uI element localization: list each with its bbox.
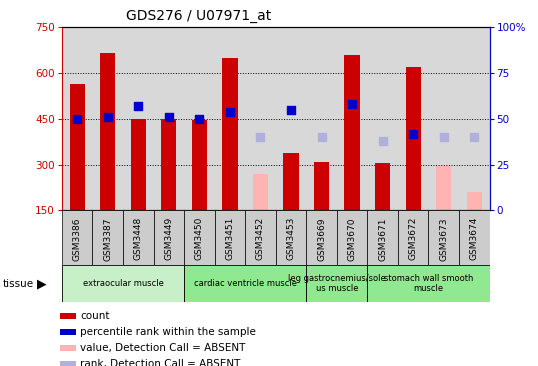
- Text: percentile rank within the sample: percentile rank within the sample: [80, 327, 256, 337]
- Bar: [306, 265, 367, 302]
- Bar: [100, 53, 115, 210]
- Point: [195, 116, 204, 122]
- Bar: [184, 265, 306, 302]
- Text: ▶: ▶: [37, 277, 46, 290]
- Text: GSM3671: GSM3671: [378, 217, 387, 261]
- Point: [317, 134, 326, 140]
- Bar: [60, 313, 76, 320]
- Point: [409, 131, 417, 137]
- Bar: [466, 192, 482, 210]
- Bar: [131, 119, 146, 210]
- Text: count: count: [80, 311, 110, 321]
- Text: GSM3450: GSM3450: [195, 217, 204, 261]
- Bar: [344, 55, 360, 210]
- Bar: [215, 210, 245, 265]
- Text: GSM3387: GSM3387: [103, 217, 112, 261]
- Bar: [245, 210, 275, 265]
- Bar: [306, 210, 337, 265]
- Point: [225, 109, 234, 115]
- Point: [378, 138, 387, 144]
- Point: [256, 134, 265, 140]
- Text: GDS276 / U07971_at: GDS276 / U07971_at: [126, 9, 272, 23]
- Bar: [60, 361, 76, 366]
- Point: [287, 107, 295, 113]
- Bar: [375, 163, 390, 210]
- Point: [470, 134, 479, 140]
- Bar: [69, 84, 85, 210]
- Text: tissue: tissue: [3, 279, 34, 289]
- Bar: [161, 119, 176, 210]
- Bar: [60, 329, 76, 335]
- Point: [73, 116, 81, 122]
- Point: [348, 101, 356, 107]
- Bar: [436, 166, 451, 210]
- Bar: [314, 162, 329, 210]
- Point: [440, 134, 448, 140]
- Bar: [253, 174, 268, 210]
- Point: [165, 114, 173, 120]
- Point: [134, 103, 143, 109]
- Bar: [459, 210, 490, 265]
- Bar: [184, 210, 215, 265]
- Text: stomach wall smooth
muscle: stomach wall smooth muscle: [384, 274, 473, 294]
- Bar: [93, 210, 123, 265]
- Text: GSM3453: GSM3453: [287, 217, 295, 261]
- Text: leg gastrocnemius/sole
us muscle: leg gastrocnemius/sole us muscle: [288, 274, 386, 294]
- Bar: [398, 210, 428, 265]
- Bar: [367, 210, 398, 265]
- Bar: [153, 210, 184, 265]
- Text: extraocular muscle: extraocular muscle: [82, 279, 164, 288]
- Bar: [62, 265, 184, 302]
- Text: rank, Detection Call = ABSENT: rank, Detection Call = ABSENT: [80, 359, 240, 366]
- Text: GSM3386: GSM3386: [73, 217, 82, 261]
- Bar: [276, 210, 306, 265]
- Text: GSM3449: GSM3449: [164, 217, 173, 260]
- Text: GSM3673: GSM3673: [439, 217, 448, 261]
- Text: GSM3451: GSM3451: [225, 217, 235, 261]
- Text: value, Detection Call = ABSENT: value, Detection Call = ABSENT: [80, 343, 245, 353]
- Text: GSM3452: GSM3452: [256, 217, 265, 260]
- Text: GSM3448: GSM3448: [134, 217, 143, 260]
- Point: [103, 114, 112, 120]
- Text: GSM3674: GSM3674: [470, 217, 479, 261]
- Bar: [222, 58, 238, 210]
- Bar: [123, 210, 153, 265]
- Bar: [406, 67, 421, 210]
- Text: cardiac ventricle muscle: cardiac ventricle muscle: [194, 279, 296, 288]
- Bar: [60, 345, 76, 351]
- Bar: [337, 210, 367, 265]
- Text: GSM3672: GSM3672: [409, 217, 417, 261]
- Bar: [62, 210, 93, 265]
- Text: GSM3669: GSM3669: [317, 217, 326, 261]
- Bar: [284, 153, 299, 210]
- Bar: [192, 120, 207, 210]
- Text: GSM3670: GSM3670: [348, 217, 357, 261]
- Bar: [367, 265, 490, 302]
- Bar: [428, 210, 459, 265]
